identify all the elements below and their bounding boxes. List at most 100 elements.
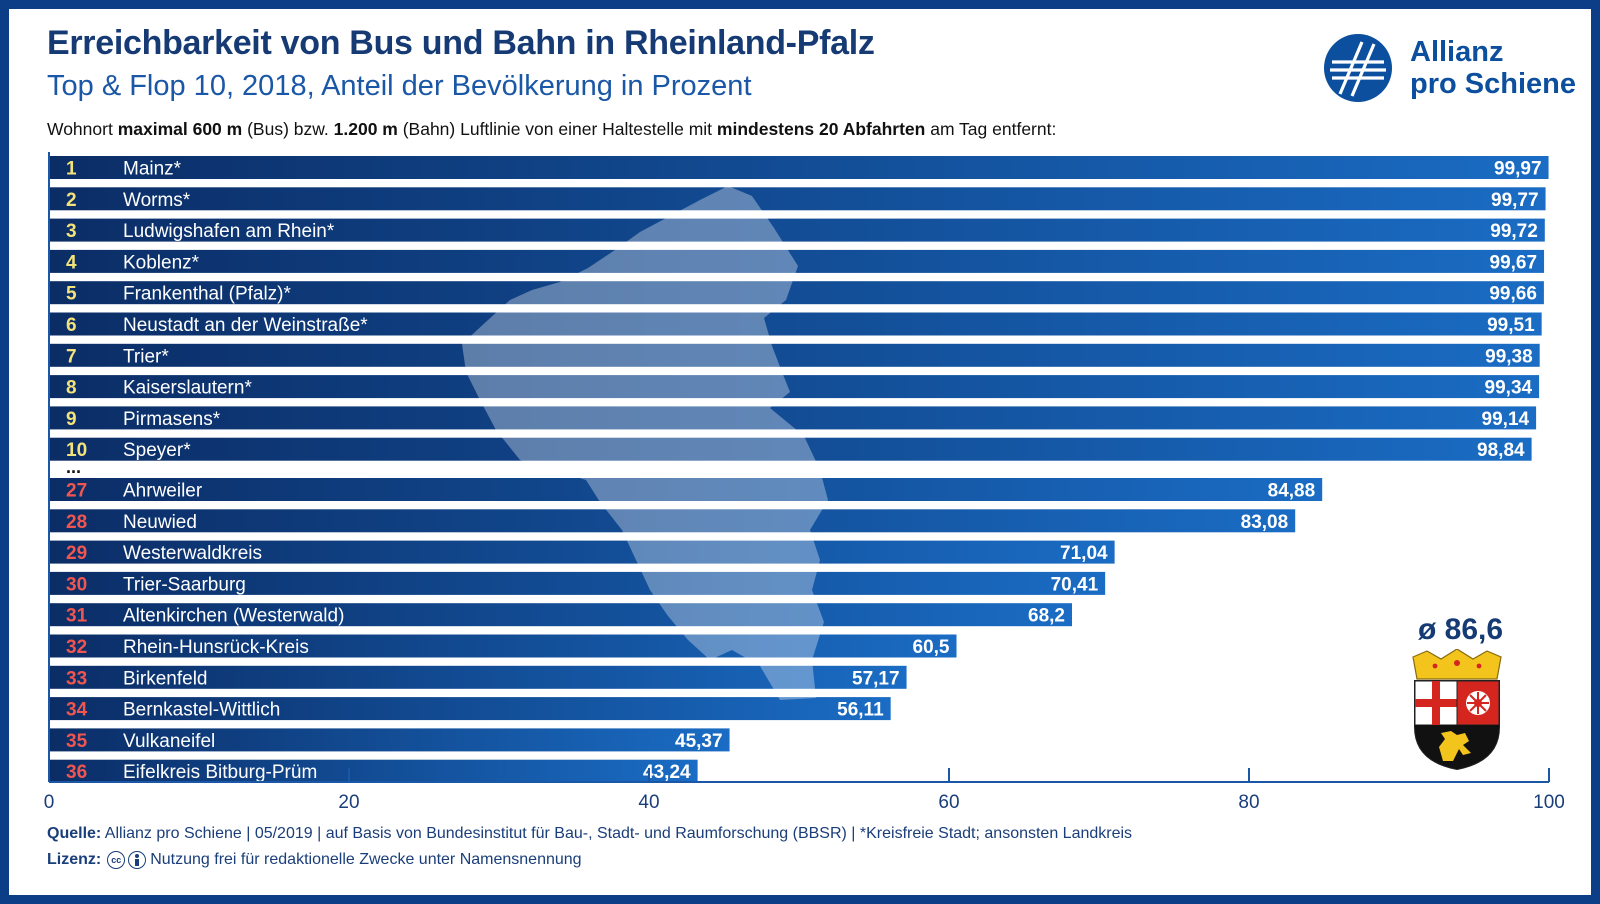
bar-flop-4 bbox=[49, 571, 1106, 595]
category-label: Frankenthal (Pfalz)* bbox=[123, 284, 292, 305]
value-label: 45,37 bbox=[675, 731, 723, 752]
labels-layer: 1 Mainz* 99,97 2 Worms* 99,77 3 Ludwigshafen am… bbox=[66, 159, 1542, 784]
rank-label: 33 bbox=[66, 668, 87, 689]
bar-flop-2 bbox=[49, 509, 1296, 533]
rank-label: 7 bbox=[66, 346, 77, 367]
category-label: Neuwied bbox=[123, 512, 197, 533]
logo-wordmark: Allianz pro Schiene bbox=[1410, 36, 1576, 100]
rheinland-pfalz-map-silhouette-icon bbox=[462, 186, 828, 700]
category-label: Mainz* bbox=[123, 159, 182, 180]
category-label: Ludwigshafen am Rhein* bbox=[123, 221, 335, 242]
bar-flop-6 bbox=[49, 634, 957, 658]
license-line: Lizenz: cc Nutzung frei für redaktionelle … bbox=[47, 851, 582, 869]
x-tick-label: 40 bbox=[638, 792, 659, 813]
logo-line-2: pro Schiene bbox=[1410, 68, 1576, 100]
value-label: 60,5 bbox=[913, 637, 950, 658]
x-tick-label: 60 bbox=[938, 792, 959, 813]
bars-layer bbox=[49, 156, 1549, 783]
value-label: 99,97 bbox=[1494, 159, 1542, 180]
value-label: 99,38 bbox=[1485, 346, 1533, 367]
allianz-pro-schiene-logo-icon bbox=[1324, 34, 1392, 102]
chart-title: Erreichbarkeit von Bus und Bahn in Rhein… bbox=[47, 24, 875, 62]
value-label: 99,14 bbox=[1482, 409, 1530, 430]
rank-label: 36 bbox=[66, 762, 87, 783]
value-label: 99,51 bbox=[1487, 315, 1535, 336]
x-tick-label: 100 bbox=[1533, 792, 1565, 813]
category-label: Worms* bbox=[123, 190, 191, 211]
value-label: 99,72 bbox=[1490, 221, 1538, 242]
category-label: Koblenz* bbox=[123, 252, 200, 273]
rank-label: 34 bbox=[66, 700, 88, 721]
bar-top-2 bbox=[49, 187, 1546, 211]
rank-label: 1 bbox=[66, 159, 77, 180]
rank-label: 6 bbox=[66, 315, 77, 336]
category-label: Altenkirchen (Westerwald) bbox=[123, 606, 344, 627]
category-label: Trier-Saarburg bbox=[123, 574, 246, 595]
rank-label: 28 bbox=[66, 512, 87, 533]
value-label: 68,2 bbox=[1028, 606, 1065, 627]
value-label: 99,67 bbox=[1490, 252, 1538, 273]
value-label: 56,11 bbox=[837, 700, 884, 721]
category-label: Vulkaneifel bbox=[123, 731, 215, 752]
rank-label: 8 bbox=[66, 378, 77, 399]
category-label: Bernkastel-Wittlich bbox=[123, 700, 280, 721]
category-label: Neustadt an der Weinstraße* bbox=[123, 315, 368, 336]
category-label: Eifelkreis Bitburg-Prüm bbox=[123, 762, 317, 783]
rank-label: 27 bbox=[66, 481, 87, 502]
x-tick-label: 0 bbox=[44, 792, 55, 813]
chart-note: Wohnort maximal 600 m (Bus) bzw. 1.200 m… bbox=[47, 119, 1057, 139]
category-label: Trier* bbox=[123, 346, 169, 367]
bar-flop-7 bbox=[49, 665, 907, 689]
category-label: Westerwaldkreis bbox=[123, 543, 262, 564]
rank-label: 5 bbox=[66, 284, 77, 305]
bar-flop-10 bbox=[49, 759, 698, 783]
value-label: 99,66 bbox=[1489, 284, 1537, 305]
cc-icon: cc bbox=[107, 851, 126, 869]
value-label: 98,84 bbox=[1477, 440, 1525, 461]
ellipsis-separator: ... bbox=[66, 457, 81, 477]
rank-label: 29 bbox=[66, 543, 87, 564]
bar-flop-9 bbox=[49, 728, 730, 752]
value-label: 99,34 bbox=[1485, 378, 1533, 399]
rank-label: 2 bbox=[66, 190, 77, 211]
bar-top-5 bbox=[49, 281, 1544, 305]
bar-top-4 bbox=[49, 249, 1545, 273]
rank-label: 30 bbox=[66, 574, 87, 595]
bar-top-9 bbox=[49, 406, 1537, 430]
value-label: 83,08 bbox=[1241, 512, 1289, 533]
bar-flop-8 bbox=[49, 697, 891, 721]
rheinland-pfalz-coat-of-arms-icon bbox=[1412, 649, 1502, 771]
rank-label: 32 bbox=[66, 637, 87, 658]
category-label: Ahrweiler bbox=[123, 481, 203, 502]
bar-top-7 bbox=[49, 343, 1540, 367]
allianz-pro-schiene-logo: Allianz pro Schiene bbox=[1322, 32, 1576, 108]
x-tick-label: 80 bbox=[1238, 792, 1259, 813]
rank-label: 4 bbox=[66, 252, 77, 273]
value-label: 71,04 bbox=[1060, 543, 1108, 564]
value-label: 70,41 bbox=[1051, 574, 1099, 595]
bar-top-10 bbox=[49, 437, 1532, 461]
category-label: Birkenfeld bbox=[123, 668, 208, 689]
source-line: Quelle: Allianz pro Schiene | 05/2019 | … bbox=[47, 825, 1133, 842]
value-label: 43,24 bbox=[643, 762, 691, 783]
value-label: 99,77 bbox=[1491, 190, 1539, 211]
chart-subtitle: Top & Flop 10, 2018, Anteil der Bevölker… bbox=[47, 70, 752, 102]
rank-label: 3 bbox=[66, 221, 77, 242]
bar-top-3 bbox=[49, 218, 1545, 242]
bar-top-6 bbox=[49, 312, 1542, 336]
bar-top-1 bbox=[49, 156, 1549, 179]
rank-label: 31 bbox=[66, 606, 88, 627]
bar-flop-5 bbox=[49, 603, 1072, 627]
logo-line-1: Allianz bbox=[1410, 36, 1504, 68]
category-label: Kaiserslautern* bbox=[123, 378, 252, 399]
bar-flop-3 bbox=[49, 540, 1115, 564]
rank-label: 35 bbox=[66, 731, 88, 752]
bar-flop-1 bbox=[49, 478, 1323, 501]
rank-label: 9 bbox=[66, 409, 77, 430]
x-axis: 0 20 40 60 80 100 bbox=[44, 152, 1565, 813]
value-label: 57,17 bbox=[852, 668, 900, 689]
bar-top-8 bbox=[49, 375, 1540, 399]
category-label: Speyer* bbox=[123, 440, 191, 461]
category-label: Rhein-Hunsrück-Kreis bbox=[123, 637, 309, 658]
